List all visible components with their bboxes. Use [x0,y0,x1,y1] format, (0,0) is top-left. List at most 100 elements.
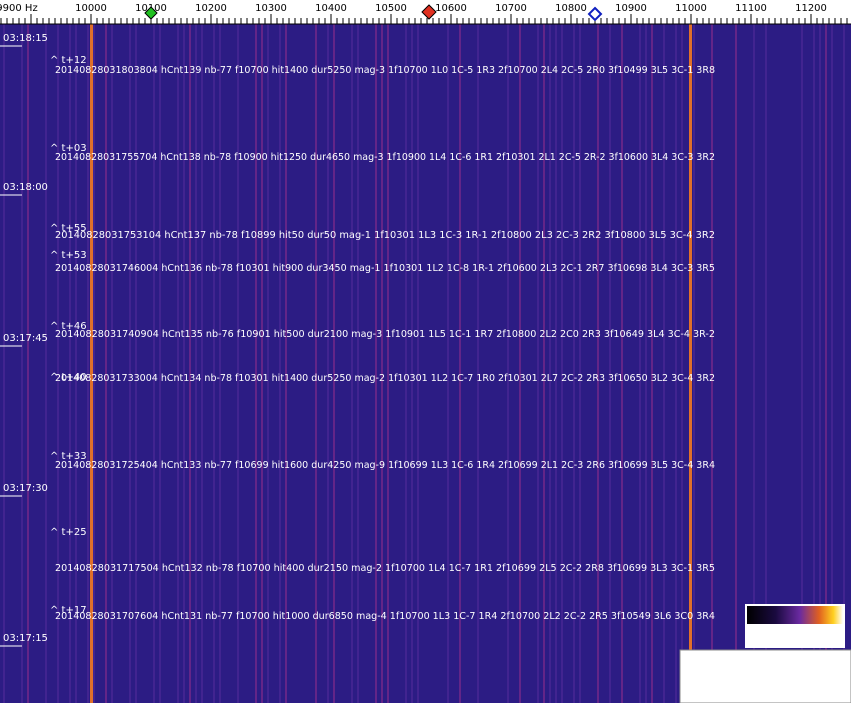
stripe [693,24,695,703]
annotation-marker: ^ t+25 [50,527,87,538]
stripe [27,24,29,703]
stripe [93,24,95,703]
annotation-text: 20140828031755704 hCnt138 nb-78 f10900 h… [55,152,715,163]
info-box [679,649,851,704]
stripe [105,24,107,703]
stripe [651,24,653,703]
frequency-label: 11100 [735,3,767,14]
stripe [45,24,47,703]
annotation-marker: ^ t+12 [50,55,87,66]
stripe [519,24,521,703]
annotation-text: 20140828031803804 hCnt139 nb-77 f10700 h… [55,65,715,76]
annotation-marker: ^ t+46 [50,321,87,332]
annotation-text: 20140828031707604 hCnt131 nb-77 f10700 h… [55,611,715,622]
marker-green [144,6,158,20]
stripe [447,24,449,703]
stripe [753,24,755,703]
stripe [549,24,551,703]
frequency-label: 10000 [75,3,107,14]
stripe [381,24,383,703]
stripe [675,24,677,703]
stripe [801,24,803,703]
strong-line [90,24,93,703]
annotation-text: 20140828031746004 hCnt136 nb-78 f10301 h… [55,263,715,274]
stripe [69,24,71,703]
stripe [135,24,137,703]
frequency-label: 10200 [195,3,227,14]
annotation-marker: ^ t+53 [50,250,87,261]
stripe [645,24,647,703]
stripe [3,24,5,703]
stripe [189,24,191,703]
stripe [177,24,179,703]
stripe [159,24,161,703]
colorbar [747,606,843,624]
stripe [459,24,461,703]
frequency-label: 10800 [555,3,587,14]
stripe [237,24,239,703]
stripe [609,24,611,703]
stripe [351,24,353,703]
stripe [639,24,641,703]
frequency-label: 10300 [255,3,287,14]
stripe [711,24,713,703]
stripe [327,24,329,703]
frequency-label: 9900 Hz [0,3,38,14]
stripe [285,24,287,703]
stripe [279,24,281,703]
stripe [411,24,413,703]
stripe [261,24,263,703]
stripe [561,24,563,703]
waterfall-background [0,24,851,703]
stripe [813,24,815,703]
stripe [825,24,827,703]
annotation-marker: ^ t+33 [50,451,87,462]
annotation-marker: ^ t+17 [50,605,87,616]
time-label: 03:17:45 [3,333,48,344]
stripe [153,24,155,703]
stripe [195,24,197,703]
stripe [387,24,389,703]
annotation-text: 20140828031717504 hCnt132 nb-78 f10700 h… [55,563,715,574]
annotation-marker: ^ t+03 [50,143,87,154]
frequency-ticks [0,14,848,24]
labels: 9900 Hz100001010010200103001040010500106… [0,3,851,699]
stripe [255,24,257,703]
frequency-label: 10400 [315,3,347,14]
stripe [405,24,407,703]
stripe [735,24,737,703]
strong-line [689,24,692,703]
stripe [375,24,377,703]
stripe [21,24,23,703]
stripe [765,24,767,703]
stripe [507,24,509,703]
stripe [417,24,419,703]
annotation-text: 20140828031740904 hCnt135 nb-76 f10901 h… [55,329,715,340]
annotation-text: 20140828031725404 hCnt133 nb-77 f10699 h… [55,460,715,471]
marker-red [421,4,437,20]
stripe [75,24,77,703]
annotation-text: 20140828031753104 hCnt137 nb-78 f10899 h… [55,230,715,241]
frequency-label: 10500 [375,3,407,14]
stripe [597,24,599,703]
stripe [663,24,665,703]
stripe [183,24,185,703]
stripe [201,24,203,703]
stripe [87,24,89,703]
stripe [555,24,557,703]
stripe [129,24,131,703]
stripe [267,24,269,703]
stripe [831,24,833,703]
time-label: 03:17:15 [3,633,48,644]
stripe [537,24,539,703]
stripe [333,24,335,703]
stripe [819,24,821,703]
time-label: 03:18:00 [3,182,48,193]
stripe [681,24,683,703]
time-label: 03:18:15 [3,33,48,44]
time-label: 03:17:30 [3,483,48,494]
stripe [213,24,215,703]
frequency-label: 10700 [495,3,527,14]
